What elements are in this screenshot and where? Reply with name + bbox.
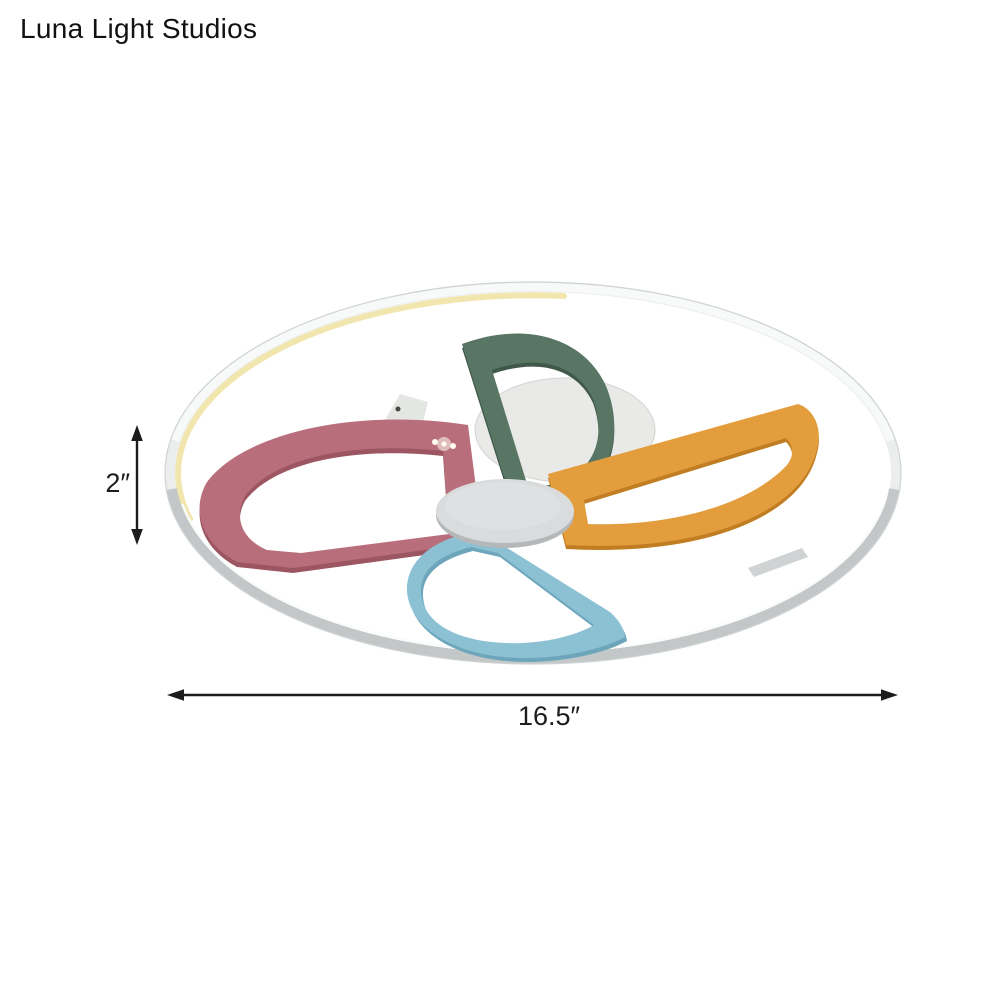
center-disc xyxy=(436,479,574,548)
width-dimension-label: 16.5″ xyxy=(517,701,581,731)
mounting-rod xyxy=(748,548,808,577)
blade-green xyxy=(462,333,615,506)
width-dimension-arrow xyxy=(167,689,898,701)
led-sparkles xyxy=(432,437,456,451)
blade-blue xyxy=(406,533,627,662)
brand-watermark: Luna Light Studios xyxy=(20,13,258,44)
height-dimension-label: 2″ xyxy=(105,468,130,498)
height-dimension-arrow xyxy=(131,425,143,545)
blade-orange xyxy=(548,404,819,550)
screw-hole xyxy=(395,406,401,412)
blade-pink xyxy=(199,419,483,573)
